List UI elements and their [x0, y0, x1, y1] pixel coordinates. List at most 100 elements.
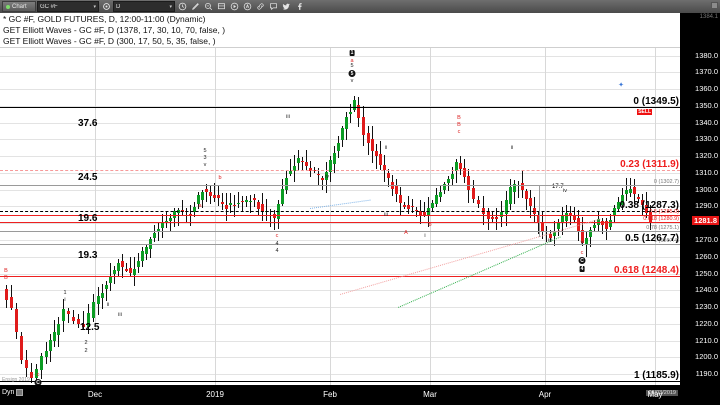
price-axis[interactable]: 1380.0 1370.0 1360.0 1350.0 1340.0 1330.0 1320…	[680, 13, 720, 385]
dynamic-mode-indicator[interactable]: Dyn	[2, 389, 24, 396]
candle-body	[82, 323, 85, 327]
candle-wick	[83, 311, 84, 330]
fib-level-line	[0, 231, 680, 233]
candle-wick	[73, 310, 74, 324]
candle-wick	[242, 196, 243, 213]
clock-icon[interactable]	[176, 1, 188, 12]
chevron-down-icon: ▾	[93, 3, 96, 10]
candle-wick	[306, 150, 307, 172]
gear-icon[interactable]	[100, 1, 112, 12]
candle-body	[415, 210, 418, 212]
interval-value: D	[116, 3, 121, 10]
candle-body	[362, 116, 365, 136]
elliott-wave-label: ii	[106, 302, 110, 308]
candle-body	[325, 171, 328, 181]
candle-body	[621, 194, 624, 206]
candle-body	[472, 188, 475, 200]
annotate-icon[interactable]	[241, 1, 253, 12]
candle-body	[337, 142, 340, 151]
candle-body	[20, 336, 23, 361]
candle-body	[221, 201, 224, 204]
candle-body	[525, 191, 528, 200]
candle-body	[40, 356, 43, 371]
chart-tab[interactable]: Chart	[2, 1, 36, 12]
elliott-wave-label: iii	[286, 114, 290, 120]
comment-icon[interactable]	[267, 1, 279, 12]
candle-body	[549, 234, 552, 239]
candle-wick	[546, 226, 547, 242]
gridline-vertical	[330, 48, 331, 385]
candle-body	[387, 173, 390, 179]
window-control[interactable]	[711, 2, 718, 9]
candle-body	[197, 195, 200, 205]
fib-level-label: 0.5 (1285.0)	[649, 208, 679, 215]
candle-body	[345, 117, 348, 130]
candle-body	[5, 289, 8, 301]
pencil-icon[interactable]	[189, 1, 201, 12]
retracement-percent-label: 19.6	[78, 213, 98, 224]
symbol-select[interactable]: GC #F ▾	[37, 1, 99, 12]
elliott-wave-label: A	[404, 230, 408, 236]
gridline-horizontal	[0, 374, 680, 376]
candle-body	[225, 205, 228, 209]
candle-wick	[126, 262, 127, 273]
play-icon[interactable]	[228, 1, 240, 12]
candle-body	[117, 262, 120, 272]
candle-body	[157, 229, 160, 232]
candle-body	[92, 302, 95, 318]
price-tick: 1300.0	[695, 184, 718, 194]
chart-plot-area[interactable]: 0 (1349.5) 0.23 (1311.9) 0 (1302.7) 0.38 (1…	[0, 48, 680, 385]
time-axis[interactable]: Dyn 06/03/2019 Dec 2019 Feb Mar Apr May	[0, 385, 720, 405]
elliott-wave-label: 2	[84, 348, 88, 354]
candle-body	[237, 203, 240, 205]
candle-body	[353, 100, 356, 111]
candle-wick	[206, 184, 207, 202]
facebook-icon[interactable]	[293, 1, 305, 12]
candle-body	[241, 200, 244, 203]
candle-body	[455, 161, 458, 172]
candle-wick	[518, 180, 519, 199]
candle-body	[49, 340, 52, 351]
candle-body	[25, 359, 28, 369]
gridline-vertical	[655, 48, 656, 385]
candle-body	[477, 200, 480, 204]
candle-body	[341, 128, 344, 140]
fib-level-line	[0, 214, 680, 216]
interval-select[interactable]: D ▾	[113, 1, 175, 12]
gridline-horizontal	[0, 172, 680, 174]
candle-body	[435, 194, 438, 204]
gridline-horizontal	[0, 340, 680, 342]
chevron-down-icon-2: ▾	[169, 3, 172, 10]
time-tick: May	[647, 390, 663, 399]
candle-body	[129, 268, 132, 273]
elliott-wave-label: iv	[325, 174, 329, 180]
candle-body	[573, 216, 576, 221]
candle-body	[565, 212, 568, 221]
info-line-symbol: * GC #F, GOLD FUTURES, D, 12:00-11:00 (D…	[3, 14, 206, 24]
candle-body	[205, 189, 208, 193]
candle-wick	[130, 257, 131, 277]
candle-wick	[178, 207, 179, 226]
candle-body	[137, 261, 140, 267]
candle-body	[165, 221, 168, 223]
price-tick: 1190.0	[695, 369, 718, 379]
twitter-icon[interactable]	[280, 1, 292, 12]
candle-wick	[538, 211, 539, 235]
candle-body	[173, 211, 176, 219]
candle-body	[329, 159, 332, 173]
candle-body	[379, 153, 382, 165]
crosshair-icon[interactable]	[215, 1, 227, 12]
elliott-wave-label: 2	[84, 340, 88, 346]
gridline-horizontal	[0, 307, 680, 309]
candle-wick	[574, 206, 575, 223]
time-tick: Dec	[87, 390, 103, 399]
elliott-wave-label: 4	[275, 241, 279, 247]
candle-body	[589, 230, 592, 237]
candle-body	[617, 202, 620, 209]
link-icon[interactable]	[254, 1, 266, 12]
candle-body	[403, 205, 406, 207]
elliott-wave-label: c	[580, 250, 584, 256]
elliott-wave-label: 5	[350, 63, 354, 69]
zoom-out-icon[interactable]	[202, 1, 214, 12]
price-tick: 1340.0	[695, 117, 718, 127]
